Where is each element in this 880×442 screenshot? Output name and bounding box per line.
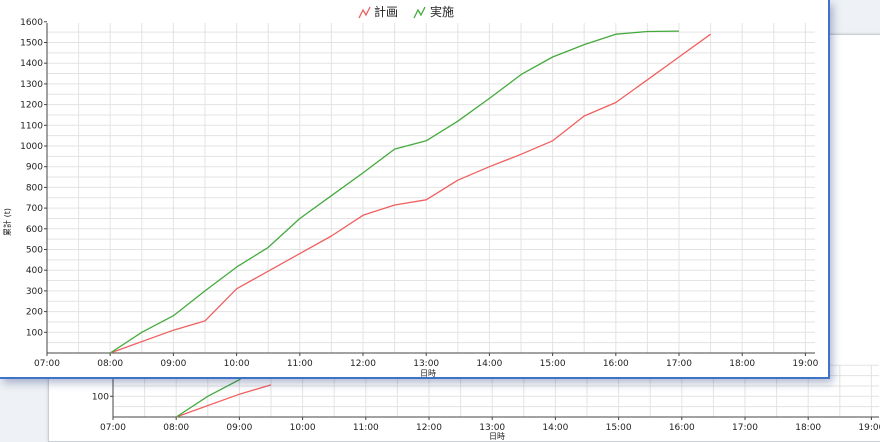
- y-tick-label: 1200: [20, 101, 43, 111]
- x-tick-label: 19:00: [792, 359, 818, 369]
- x-tick-label: 17:00: [732, 423, 758, 433]
- y-tick-label: 1600: [20, 18, 43, 28]
- x-tick-label: 09:00: [160, 359, 186, 369]
- y-tick-label: 1000: [20, 142, 43, 152]
- x-tick-label: 15:00: [540, 359, 566, 369]
- legend-icon-actual: [413, 6, 426, 19]
- x-axis-title: 日時: [489, 432, 505, 441]
- y-tick-label: 1300: [20, 80, 43, 90]
- x-tick-label: 10:00: [290, 423, 316, 433]
- x-tick-label: 15:00: [606, 423, 632, 433]
- x-tick-label: 13:00: [413, 359, 439, 369]
- y-tick-label: 1100: [20, 121, 43, 131]
- legend-label-plan: 計画: [374, 4, 398, 19]
- front-chart-window: 07:00 08:00 09:00 10:00 11:00 12:00 13:00 14:00…: [0, 0, 830, 379]
- cumulative-line-chart: 07:00 08:00 09:00 10:00 11:00 12:00 13:00 14:00…: [2, 4, 819, 377]
- x-tick-label: 09:00: [226, 423, 252, 433]
- y-tick-label: 800: [26, 183, 43, 193]
- series-line-actual: [109, 30, 680, 354]
- y-tick-label: 1500: [20, 39, 43, 49]
- x-tick-label: 10:00: [224, 359, 250, 369]
- x-tick-label: 12:00: [350, 359, 376, 369]
- x-tick-label: 16:00: [603, 359, 629, 369]
- x-tick-label: 07:00: [34, 359, 60, 369]
- y-tick-label: 200: [26, 308, 43, 318]
- x-tick-label: 12:00: [416, 423, 442, 433]
- x-tick-label: 11:00: [353, 423, 379, 433]
- series-line-plan: [109, 33, 711, 354]
- x-tick-label: 14:00: [542, 423, 568, 433]
- y-tick-label: 400: [26, 266, 43, 276]
- x-tick-label: 17:00: [666, 359, 692, 369]
- x-tick-label: 16:00: [669, 423, 695, 433]
- x-tick-label: 13:00: [479, 423, 505, 433]
- y-tick-label: 600: [26, 225, 43, 235]
- series-line-plan: [175, 384, 272, 418]
- x-tick-label: 07:00: [100, 423, 126, 433]
- y-tick-label: 1400: [20, 59, 43, 69]
- y-tick-label: 300: [26, 287, 43, 297]
- y-tick-label: 700: [26, 204, 43, 214]
- x-tick-label: 19:00: [858, 423, 880, 433]
- y-tick-label: 500: [26, 246, 43, 256]
- x-tick-label: 14:00: [476, 359, 502, 369]
- x-tick-label: 08:00: [97, 359, 123, 369]
- legend-label-actual: 実施: [430, 4, 454, 19]
- grid-lines: [46, 23, 815, 353]
- x-tick-label: 18:00: [729, 359, 755, 369]
- x-tick-label: 18:00: [795, 423, 821, 433]
- y-tick-label: 100: [92, 392, 109, 402]
- x-tick-label: 08:00: [163, 423, 189, 433]
- y-axis-title: 累計 (t): [2, 208, 12, 236]
- x-axis-title: 日時: [420, 369, 436, 377]
- legend-icon-plan: [358, 6, 371, 19]
- y-tick-label: 100: [26, 328, 43, 338]
- x-tick-label: 11:00: [287, 359, 313, 369]
- y-tick-label: 900: [26, 163, 43, 173]
- legend: 計画 実施: [358, 4, 454, 19]
